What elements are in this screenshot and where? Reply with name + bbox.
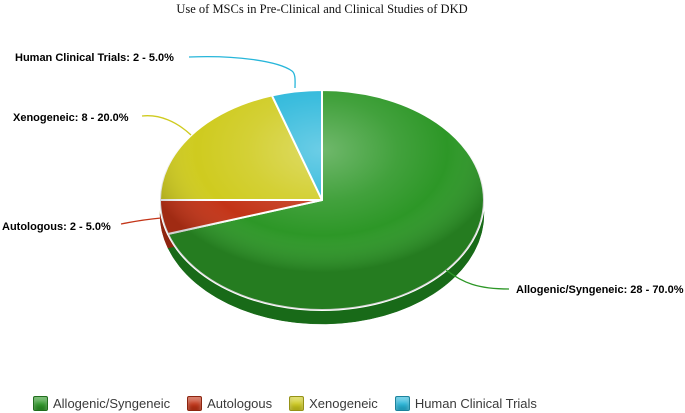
legend-swatch-human-clinical-trials — [394, 395, 410, 411]
legend-label-autologous: Autologous — [207, 395, 273, 411]
legend-swatch-xenogeneic — [289, 395, 305, 411]
leader-line-human-clinical-trials — [188, 55, 296, 89]
legend-item-allogenic-syngeneic: Allogenic/Syngeneic — [33, 395, 171, 411]
legend: Allogenic/Syngeneic Autologous Xenogenei… — [33, 394, 537, 412]
legend-item-human-clinical-trials: Human Clinical Trials — [394, 395, 537, 411]
legend-swatch-allogenic-syngeneic — [33, 395, 48, 411]
legend-swatch-autologous — [187, 395, 203, 411]
legend-label-allogenic-syngeneic: Allogenic/Syngeneic — [53, 395, 171, 411]
label-autologous: Autologous: 2 - 5.0% — [2, 221, 111, 233]
label-xenogeneic: Xenogeneic: 8 - 20.0% — [13, 112, 129, 124]
chart-title: Use of MSCs in Pre-Clinical and Clinical… — [176, 2, 468, 16]
legend-item-autologous: Autologous — [187, 395, 273, 411]
pie-slices — [158, 89, 485, 311]
leader-line-allogenic-syngeneic — [445, 269, 510, 290]
legend-item-xenogeneic: Xenogeneic — [289, 395, 378, 411]
label-allogenic-syngeneic: Allogenic/Syngeneic: 28 - 70.0% — [516, 284, 684, 296]
leader-line-autologous — [120, 217, 162, 225]
leader-line-xenogeneic — [141, 115, 192, 136]
legend-label-xenogeneic: Xenogeneic — [309, 395, 378, 411]
label-human-clinical-trials: Human Clinical Trials: 2 - 5.0% — [15, 52, 174, 64]
legend-label-human-clinical-trials: Human Clinical Trials — [414, 395, 537, 411]
